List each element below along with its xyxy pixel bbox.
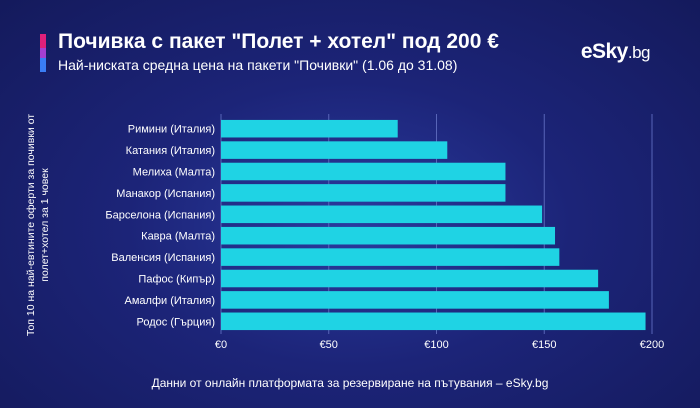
bar bbox=[221, 184, 506, 202]
chart-subtitle: Най-ниската средна цена на пакети "Почив… bbox=[58, 57, 458, 73]
bar bbox=[221, 141, 448, 159]
category-label: Пафос (Кипър) bbox=[138, 274, 215, 286]
category-label: Кавра (Малта) bbox=[141, 231, 215, 243]
accent-bar-purple bbox=[40, 48, 46, 58]
bar bbox=[221, 291, 609, 309]
category-label: Барселона (Испания) bbox=[105, 209, 215, 221]
bar bbox=[221, 226, 556, 245]
category-label: Манакор (Испания) bbox=[116, 188, 215, 200]
x-tick-label: €200 bbox=[640, 339, 664, 351]
bar bbox=[221, 248, 560, 266]
category-label: Амалфи (Италия) bbox=[125, 295, 215, 307]
esky-logo: eSky.bg bbox=[580, 40, 651, 64]
chart-title: Почивка с пакет "Полет + хотел" под 200 … bbox=[58, 30, 499, 53]
category-label: Мелиха (Малта) bbox=[133, 167, 215, 179]
x-tick-label: €50 bbox=[320, 339, 338, 351]
accent-bar-blue bbox=[40, 58, 46, 72]
x-tick-label: €100 bbox=[424, 339, 448, 351]
x-tick-label: €0 bbox=[215, 339, 227, 351]
category-label: Римини (Италия) bbox=[128, 124, 215, 136]
bar bbox=[221, 162, 506, 181]
accent-bar-pink bbox=[40, 34, 46, 48]
category-label: Родос (Гърция) bbox=[137, 316, 216, 328]
bar bbox=[221, 119, 398, 138]
logo-main: eSky bbox=[580, 40, 629, 63]
x-tick-label: €150 bbox=[532, 339, 556, 351]
logo-suffix: .bg bbox=[627, 43, 651, 62]
bar bbox=[221, 205, 543, 224]
bar bbox=[221, 312, 646, 331]
source-footer: Данни от онлайн платформата за резервира… bbox=[151, 376, 549, 390]
category-label: Катания (Италия) bbox=[126, 145, 215, 157]
category-label: Валенсия (Испания) bbox=[111, 252, 215, 264]
bar bbox=[221, 269, 599, 288]
